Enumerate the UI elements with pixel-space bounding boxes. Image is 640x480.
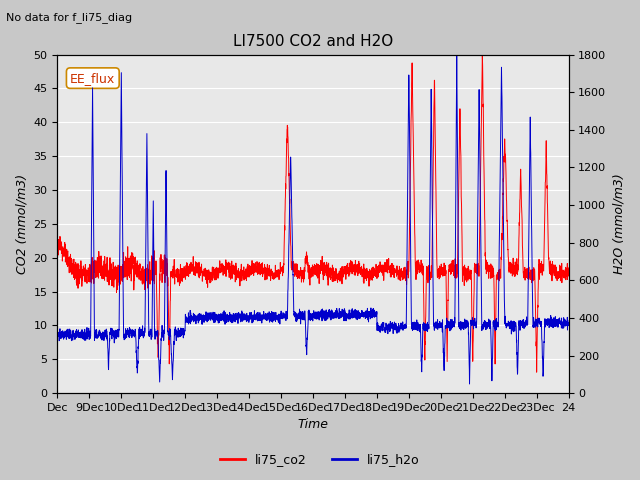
Text: No data for f_li75_diag: No data for f_li75_diag — [6, 12, 132, 23]
X-axis label: Time: Time — [298, 419, 328, 432]
Title: LI7500 CO2 and H2O: LI7500 CO2 and H2O — [233, 34, 393, 49]
Y-axis label: CO2 (mmol/m3): CO2 (mmol/m3) — [15, 174, 28, 274]
Text: EE_flux: EE_flux — [70, 72, 115, 84]
Legend: li75_co2, li75_h2o: li75_co2, li75_h2o — [215, 448, 425, 471]
Y-axis label: H2O (mmol/m3): H2O (mmol/m3) — [612, 173, 625, 274]
